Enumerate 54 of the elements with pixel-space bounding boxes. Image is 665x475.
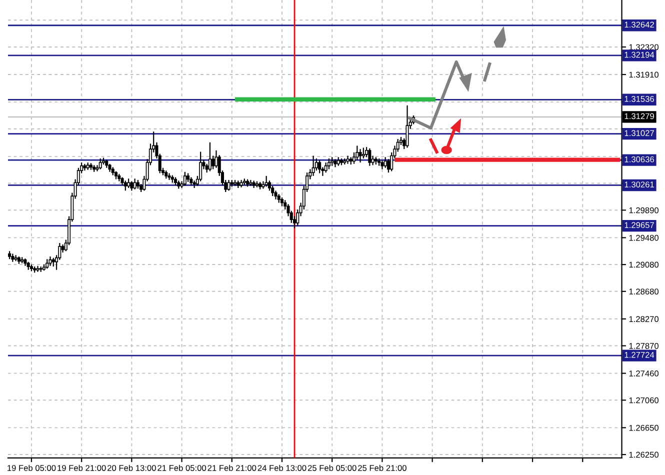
- ref-line-label: 1.29657: [624, 222, 654, 228]
- ref-line-label: 1.32642: [624, 22, 654, 28]
- x-tick-label: 21 Feb 21:00: [208, 464, 256, 471]
- ref-line-label: 1.30636: [624, 156, 654, 162]
- y-tick-label: 1.26650: [629, 424, 659, 431]
- ref-line-label: 1.27724: [624, 352, 654, 358]
- ref-line-label: 1.31279: [624, 113, 654, 120]
- candlestick: [48, 256, 52, 266]
- candlestick: [227, 179, 230, 192]
- x-tick-label: 25 Feb 21:00: [358, 464, 406, 471]
- candlestick: [327, 158, 330, 170]
- candlestick: [368, 148, 372, 166]
- ref-line-label: 1.30261: [624, 182, 654, 188]
- candlestick: [324, 162, 328, 174]
- y-tick-label: 1.27460: [629, 370, 659, 376]
- candlestick: [127, 178, 130, 189]
- x-tick-label: 24 Feb 13:00: [258, 464, 306, 471]
- y-tick-label: 1.27060: [629, 397, 659, 404]
- y-tick-label: 1.29080: [629, 262, 659, 268]
- y-tick-label: 1.29480: [629, 234, 659, 241]
- y-tick-label: 1.28270: [629, 316, 659, 322]
- candlestick: [384, 156, 387, 168]
- candlestick: [208, 142, 212, 172]
- y-tick-label: 1.29890: [629, 207, 659, 214]
- x-tick-label: 19 Feb 05:00: [8, 464, 56, 471]
- candlestick: [406, 104, 409, 148]
- candlestick: [312, 155, 315, 176]
- y-tick-label: 1.31910: [629, 72, 659, 78]
- ref-line-label: 1.31027: [624, 130, 654, 136]
- ref-line-label: 1.32194: [624, 52, 654, 58]
- candlestick: [98, 158, 102, 170]
- y-tick-label: 1.32320: [629, 44, 659, 50]
- candlestick: [124, 180, 127, 192]
- candlestick: [318, 160, 322, 174]
- candlestick: [46, 258, 49, 270]
- candlestick: [133, 178, 136, 190]
- candlestick: [168, 172, 171, 180]
- candlestick: [199, 151, 202, 182]
- candlestick: [358, 148, 362, 164]
- candlestick: [130, 180, 134, 192]
- x-tick-label: 25 Feb 05:00: [308, 464, 356, 471]
- candlestick: [362, 147, 365, 160]
- x-tick-label: 19 Feb 21:00: [58, 464, 106, 471]
- candlestick: [356, 145, 359, 160]
- candlestick: [212, 155, 215, 170]
- y-tick-label: 1.26250: [629, 452, 659, 458]
- candlestick: [264, 175, 268, 188]
- candlestick: [386, 158, 390, 174]
- ref-line-label: 1.31536: [624, 96, 654, 102]
- x-tick-label: 21 Feb 05:00: [158, 464, 206, 471]
- y-tick-label: 1.27870: [629, 342, 659, 349]
- candlestick: [183, 171, 186, 187]
- x-tick-label: 20 Feb 13:00: [108, 464, 156, 471]
- y-tick-label: 1.28680: [629, 288, 659, 294]
